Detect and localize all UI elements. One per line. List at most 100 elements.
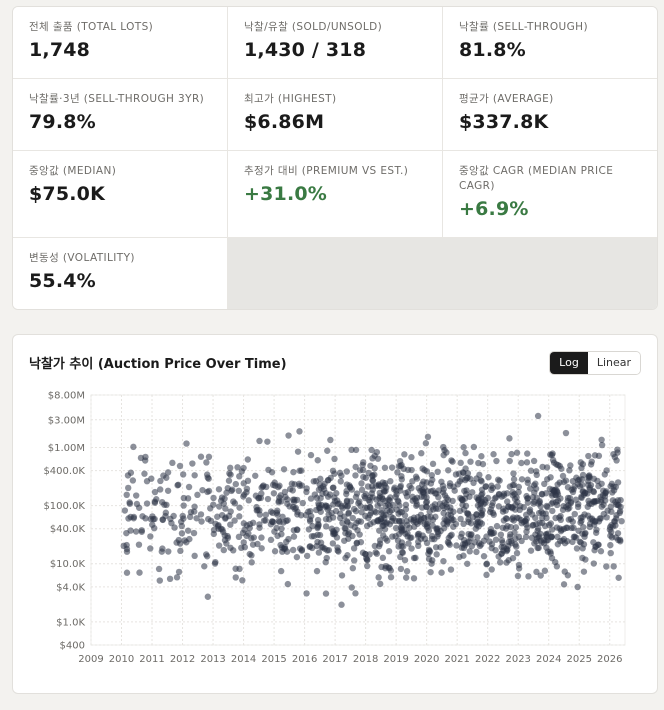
data-point[interactable]	[569, 538, 576, 546]
data-point[interactable]	[462, 465, 469, 472]
data-point[interactable]	[482, 483, 489, 490]
data-point[interactable]	[225, 477, 233, 484]
data-point[interactable]	[341, 537, 348, 544]
data-point[interactable]	[164, 487, 172, 494]
data-point[interactable]	[399, 548, 406, 556]
data-point[interactable]	[469, 514, 477, 521]
data-point[interactable]	[216, 503, 223, 510]
data-point[interactable]	[434, 468, 441, 476]
data-point[interactable]	[198, 518, 205, 525]
data-point[interactable]	[260, 517, 268, 524]
data-point[interactable]	[240, 480, 247, 487]
data-point[interactable]	[175, 568, 183, 576]
data-point[interactable]	[533, 568, 540, 576]
data-point[interactable]	[322, 590, 330, 597]
data-point[interactable]	[440, 509, 447, 517]
data-point[interactable]	[184, 495, 192, 502]
data-point[interactable]	[498, 550, 506, 557]
data-point[interactable]	[262, 511, 270, 519]
data-point[interactable]	[529, 494, 537, 501]
data-point[interactable]	[440, 557, 447, 565]
data-point[interactable]	[512, 524, 520, 531]
data-point[interactable]	[469, 489, 476, 496]
data-point[interactable]	[548, 554, 556, 562]
data-point[interactable]	[609, 489, 616, 496]
data-point[interactable]	[608, 480, 616, 488]
data-point[interactable]	[227, 521, 234, 528]
data-point[interactable]	[235, 487, 243, 495]
data-point[interactable]	[397, 462, 404, 470]
data-point[interactable]	[388, 507, 395, 514]
data-point[interactable]	[217, 497, 225, 504]
data-point[interactable]	[126, 500, 134, 507]
data-point[interactable]	[289, 496, 297, 503]
data-point[interactable]	[503, 545, 510, 553]
data-point[interactable]	[356, 498, 363, 505]
data-point[interactable]	[347, 522, 355, 529]
data-point[interactable]	[180, 515, 187, 522]
data-point[interactable]	[587, 461, 595, 468]
data-point[interactable]	[573, 474, 580, 481]
data-point[interactable]	[393, 506, 400, 513]
data-point[interactable]	[401, 512, 409, 519]
data-point[interactable]	[575, 500, 582, 508]
data-point[interactable]	[448, 531, 455, 539]
data-point[interactable]	[441, 516, 448, 523]
data-point[interactable]	[439, 502, 446, 510]
data-point[interactable]	[472, 525, 480, 532]
data-point[interactable]	[477, 477, 485, 484]
data-point[interactable]	[423, 503, 430, 511]
data-point[interactable]	[500, 505, 507, 513]
data-point[interactable]	[179, 471, 187, 478]
data-point[interactable]	[616, 507, 624, 515]
data-point[interactable]	[549, 507, 556, 515]
data-point[interactable]	[473, 548, 480, 556]
data-point[interactable]	[123, 545, 131, 553]
data-point[interactable]	[151, 488, 159, 496]
data-point[interactable]	[384, 537, 391, 544]
data-point[interactable]	[338, 503, 345, 510]
data-point[interactable]	[232, 574, 239, 581]
data-point[interactable]	[273, 509, 281, 516]
data-point[interactable]	[478, 453, 485, 460]
data-point[interactable]	[310, 478, 317, 485]
data-point[interactable]	[267, 536, 275, 544]
data-point[interactable]	[240, 493, 247, 500]
data-point[interactable]	[224, 484, 231, 492]
data-point[interactable]	[286, 503, 293, 510]
data-point[interactable]	[387, 477, 394, 485]
data-point[interactable]	[493, 522, 501, 530]
data-point[interactable]	[236, 513, 243, 520]
data-point[interactable]	[363, 522, 371, 530]
data-point[interactable]	[544, 530, 552, 537]
data-point[interactable]	[331, 455, 338, 463]
data-point[interactable]	[191, 503, 198, 510]
data-point[interactable]	[367, 504, 374, 511]
data-point[interactable]	[595, 452, 603, 460]
data-point[interactable]	[405, 540, 412, 547]
data-point[interactable]	[357, 518, 365, 525]
data-point[interactable]	[368, 446, 375, 454]
data-point[interactable]	[387, 573, 395, 581]
data-point[interactable]	[467, 534, 474, 542]
data-point[interactable]	[586, 486, 593, 493]
data-point[interactable]	[497, 531, 505, 538]
data-point[interactable]	[222, 505, 229, 512]
data-point[interactable]	[479, 460, 487, 468]
data-point[interactable]	[135, 541, 143, 548]
data-point[interactable]	[506, 435, 513, 442]
data-point[interactable]	[239, 577, 246, 584]
data-point[interactable]	[343, 487, 350, 495]
data-point[interactable]	[610, 450, 617, 458]
data-point[interactable]	[359, 459, 367, 466]
data-point[interactable]	[511, 529, 518, 536]
data-point[interactable]	[307, 451, 315, 459]
data-point[interactable]	[614, 479, 622, 486]
data-point[interactable]	[204, 488, 211, 496]
data-point[interactable]	[215, 542, 223, 549]
data-point[interactable]	[210, 494, 217, 502]
data-point[interactable]	[183, 539, 190, 546]
data-point[interactable]	[253, 507, 260, 514]
data-point[interactable]	[260, 482, 267, 489]
data-point[interactable]	[248, 559, 255, 566]
